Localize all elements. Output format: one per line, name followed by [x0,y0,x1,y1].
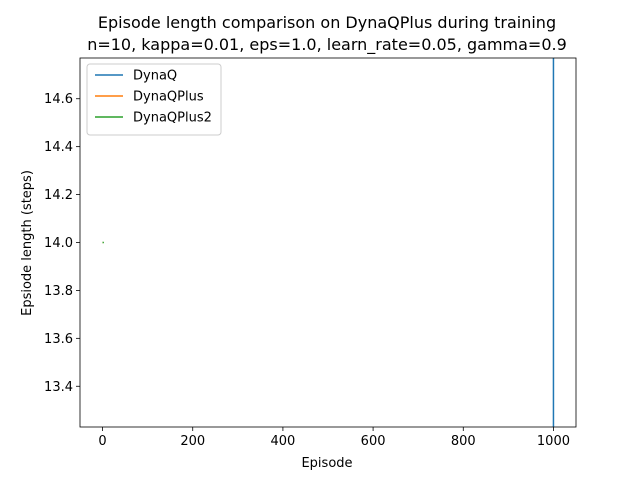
x-tick-label: 200 [180,434,205,449]
y-tick-label: 13.8 [44,284,73,299]
chart-subtitle: n=10, kappa=0.01, eps=1.0, learn_rate=0.… [87,35,567,55]
y-tick-label: 13.4 [44,380,73,395]
x-tick-label: 0 [98,434,106,449]
series-group [102,58,555,427]
plot-area: 0 200 400 600 800 1000 13.4 13.6 13.8 14.0 14.2 14.… [44,57,577,449]
y-tick-label: 14.0 [44,236,73,251]
y-tick-label: 13.6 [44,332,73,347]
legend-label: DynaQPlus2 [133,111,212,126]
legend: DynaQ DynaQPlus DynaQPlus2 [86,63,222,136]
x-axis-label: Episode [301,456,352,471]
x-tick-label: 400 [270,434,295,449]
legend-label: DynaQPlus [133,90,204,105]
y-tick-label: 14.2 [44,188,73,203]
y-tick-label: 14.4 [44,140,73,155]
legend-label: DynaQ [133,69,177,84]
y-tick-label: 14.6 [44,92,73,107]
y-axis-label: Epsiode length (steps) [20,170,35,316]
x-tick-label: 1000 [537,434,570,449]
x-tick-label: 600 [361,434,386,449]
chart-title: Episode length comparison on DynaQPlus d… [98,13,556,32]
x-tick-label: 800 [451,434,476,449]
